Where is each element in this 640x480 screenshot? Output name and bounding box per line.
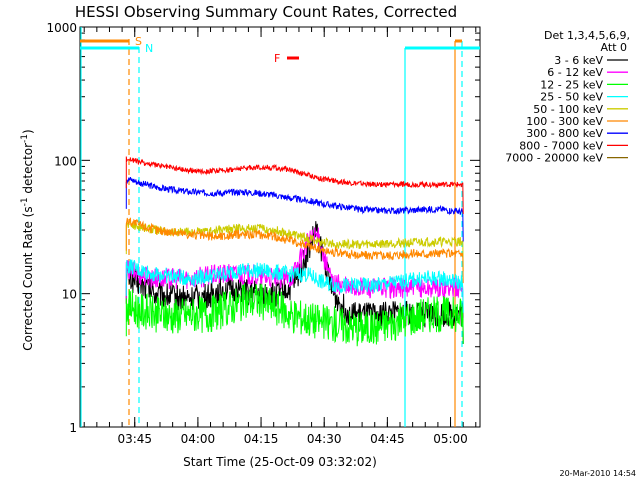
flare-label: F [274, 52, 280, 65]
night-label: N [145, 42, 153, 55]
series-line [125, 220, 464, 272]
series-line [125, 217, 464, 284]
legend-entry-label: 25 - 50 keV [540, 91, 603, 104]
observation-markers: SN F [80, 27, 480, 427]
series-line [125, 176, 464, 242]
legend-entry-label: 100 - 300 keV [526, 115, 603, 128]
y-tick-label: 100 [54, 154, 77, 168]
y-tick-label: 1 [69, 421, 77, 435]
y-tick-label: 10 [62, 288, 77, 302]
footer-timestamp: 20-Mar-2010 14:54 [560, 469, 637, 478]
x-axis-label: Start Time (25-Oct-09 03:32:02) [183, 455, 377, 469]
plot-frame [79, 26, 481, 428]
x-tick-label: 04:15 [244, 432, 279, 446]
series-line [125, 282, 464, 347]
x-tick-label: 04:45 [370, 432, 405, 446]
legend-entry-label: 800 - 7000 keV [519, 139, 603, 152]
y-tick-label: 1000 [46, 21, 77, 35]
x-tick-label: 04:30 [307, 432, 342, 446]
y-axis-label: Corrected Count Rate (s-1 detector-1) [20, 129, 35, 350]
legend-entry-label: 50 - 100 keV [533, 103, 603, 116]
plot-border [79, 26, 481, 428]
series-line [125, 258, 464, 313]
legend-header-attenuator: Att 0 [601, 41, 627, 54]
x-axis: 03:45 04:00 04:15 04:30 04:45 05:00 [83, 27, 477, 446]
series-line [125, 156, 464, 215]
x-tick-label: 03:45 [117, 432, 152, 446]
y-axis: 1 10 100 1000 [46, 21, 480, 435]
legend-entry-label: 300 - 800 keV [526, 127, 603, 140]
x-tick-label: 04:00 [181, 432, 216, 446]
legend-entry-label: 6 - 12 keV [547, 66, 603, 79]
series-group [125, 156, 464, 347]
saa-label: S [135, 35, 142, 48]
legend-entry-label: 7000 - 20000 keV [505, 152, 603, 165]
legend-entry-label: 12 - 25 keV [540, 78, 603, 91]
x-tick-label: 05:00 [433, 432, 468, 446]
legend-entry-label: 3 - 6 keV [554, 54, 603, 67]
chart-title: HESSI Observing Summary Count Rates, Cor… [75, 3, 457, 21]
legend-header-detectors: Det 1,3,4,5,6,9, [544, 29, 630, 42]
